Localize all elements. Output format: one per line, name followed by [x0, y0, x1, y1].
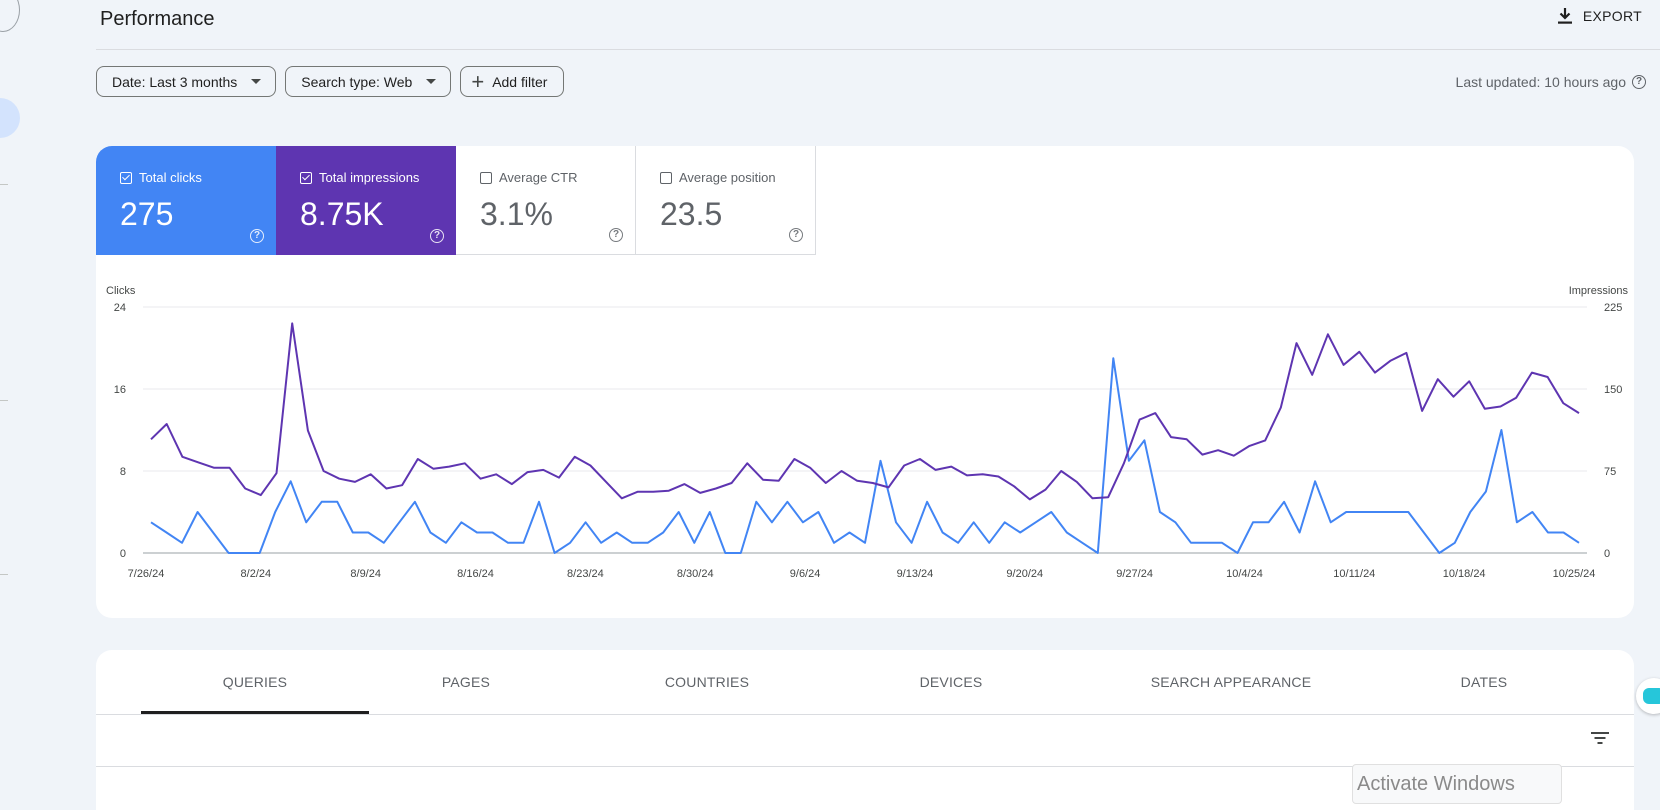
help-icon[interactable]: ? — [789, 228, 803, 242]
table-header-divider — [96, 766, 1634, 767]
metric-tile-average-position[interactable]: Average position 23.5 ? — [636, 146, 816, 255]
left-tick-label: 16 — [114, 384, 126, 396]
date-filter-chip[interactable]: Date: Last 3 months — [96, 66, 277, 97]
metric-value: 275 — [120, 196, 174, 232]
left-tick-label: 8 — [120, 466, 126, 478]
chat-icon — [1643, 688, 1660, 704]
help-icon[interactable]: ? — [430, 229, 444, 243]
right-axis-title: Impressions — [1569, 285, 1629, 297]
metric-label: Average CTR — [499, 170, 578, 185]
nav-divider — [0, 400, 8, 401]
dimension-tabs-card: QUERIES PAGES COUNTRIES DEVICES SEARCH A… — [96, 650, 1634, 810]
tab-countries[interactable]: COUNTRIES — [664, 674, 750, 690]
metric-value: 8.75K — [300, 196, 384, 232]
x-tick-label: 9/13/24 — [897, 568, 934, 580]
right-tick-label: 75 — [1604, 466, 1616, 478]
nav-divider — [0, 184, 8, 185]
metric-label: Total clicks — [139, 170, 202, 185]
last-updated-text: Last updated: 10 hours ago — [1455, 74, 1626, 90]
left-axis-title: Clicks — [106, 285, 136, 297]
caret-down-icon — [251, 79, 262, 84]
x-tick-label: 10/25/24 — [1553, 568, 1596, 580]
tab-search-appearance[interactable]: SEARCH APPEARANCE — [1150, 674, 1312, 690]
x-tick-label: 8/23/24 — [567, 568, 604, 580]
help-icon[interactable]: ? — [1632, 75, 1646, 89]
x-tick-label: 10/11/24 — [1333, 568, 1375, 580]
metric-value: 3.1% — [480, 196, 553, 232]
performance-card: Total clicks 275 ? Total impressions 8.7… — [96, 146, 1634, 618]
page-title: Performance — [100, 8, 215, 30]
search-type-filter-label: Search type: Web — [301, 73, 413, 90]
tabs-divider — [96, 714, 1634, 715]
download-icon — [1557, 8, 1572, 24]
series-line-impressions — [150, 322, 1580, 501]
metric-tile-total-impressions[interactable]: Total impressions 8.75K ? — [276, 146, 456, 255]
tab-queries[interactable]: QUERIES — [222, 674, 288, 690]
export-button[interactable]: EXPORT — [1557, 7, 1642, 25]
metric-value: 23.5 — [660, 196, 723, 232]
x-tick-label: 9/20/24 — [1006, 568, 1043, 580]
metric-label: Average position — [679, 170, 776, 185]
tab-dates[interactable]: DATES — [1460, 674, 1508, 690]
left-nav-rail — [0, 0, 80, 788]
plus-icon: + — [471, 68, 485, 94]
x-tick-label: 9/27/24 — [1116, 568, 1153, 580]
tab-pages[interactable]: PAGES — [441, 674, 491, 690]
add-filter-button[interactable]: + Add filter — [460, 66, 565, 97]
metric-label-row: Average CTR — [480, 170, 578, 185]
right-tick-label: 150 — [1604, 384, 1622, 396]
metric-tile-average-ctr[interactable]: Average CTR 3.1% ? — [456, 146, 636, 255]
x-tick-label: 8/9/24 — [350, 568, 381, 580]
activate-windows-text: Activate Windows — [1357, 773, 1515, 795]
left-tick-label: 0 — [120, 548, 126, 560]
checkbox-checked-icon[interactable] — [300, 171, 312, 184]
metric-label-row: Total impressions — [300, 170, 419, 185]
metric-label-row: Total clicks — [120, 170, 202, 185]
caret-down-icon — [426, 79, 437, 84]
checkbox-checked-icon[interactable] — [120, 171, 132, 184]
export-label: EXPORT — [1582, 8, 1642, 24]
help-icon[interactable]: ? — [609, 228, 623, 242]
header-divider — [96, 49, 1660, 50]
series-line-clicks — [150, 357, 1580, 554]
checkbox-unchecked-icon[interactable] — [480, 171, 492, 184]
active-tab-indicator — [141, 711, 369, 714]
feedback-chat-button[interactable] — [1636, 678, 1660, 714]
filter-bar: Date: Last 3 months Search type: Web + A… — [96, 66, 565, 97]
x-tick-label: 8/16/24 — [457, 568, 494, 580]
left-tick-label: 24 — [114, 302, 126, 314]
metric-label-row: Average position — [660, 170, 776, 185]
x-tick-label: 8/30/24 — [677, 568, 714, 580]
x-tick-label: 8/2/24 — [241, 568, 272, 580]
help-icon[interactable]: ? — [250, 229, 264, 243]
search-type-filter-chip[interactable]: Search type: Web — [285, 66, 452, 97]
metric-label: Total impressions — [319, 170, 420, 185]
add-filter-label: Add filter — [492, 73, 548, 90]
date-filter-label: Date: Last 3 months — [112, 73, 238, 90]
nav-menu-button[interactable] — [0, 0, 20, 32]
activate-windows-watermark: Activate Windows — [1352, 764, 1562, 804]
x-tick-label: 10/4/24 — [1226, 568, 1263, 580]
filter-list-icon[interactable] — [1590, 730, 1610, 746]
metric-tile-total-clicks[interactable]: Total clicks 275 ? — [96, 146, 276, 255]
checkbox-unchecked-icon[interactable] — [660, 171, 672, 184]
metric-tiles: Total clicks 275 ? Total impressions 8.7… — [96, 146, 816, 255]
tab-devices[interactable]: DEVICES — [919, 674, 983, 690]
last-updated: Last updated: 10 hours ago ? — [1456, 74, 1646, 90]
right-tick-label: 0 — [1604, 548, 1610, 560]
x-tick-label: 9/6/24 — [790, 568, 821, 580]
nav-item-performance-active[interactable] — [0, 98, 20, 138]
right-tick-label: 225 — [1604, 302, 1622, 314]
nav-divider — [0, 574, 8, 575]
x-tick-label: 7/26/24 — [128, 568, 165, 580]
x-tick-label: 10/18/24 — [1443, 568, 1486, 580]
